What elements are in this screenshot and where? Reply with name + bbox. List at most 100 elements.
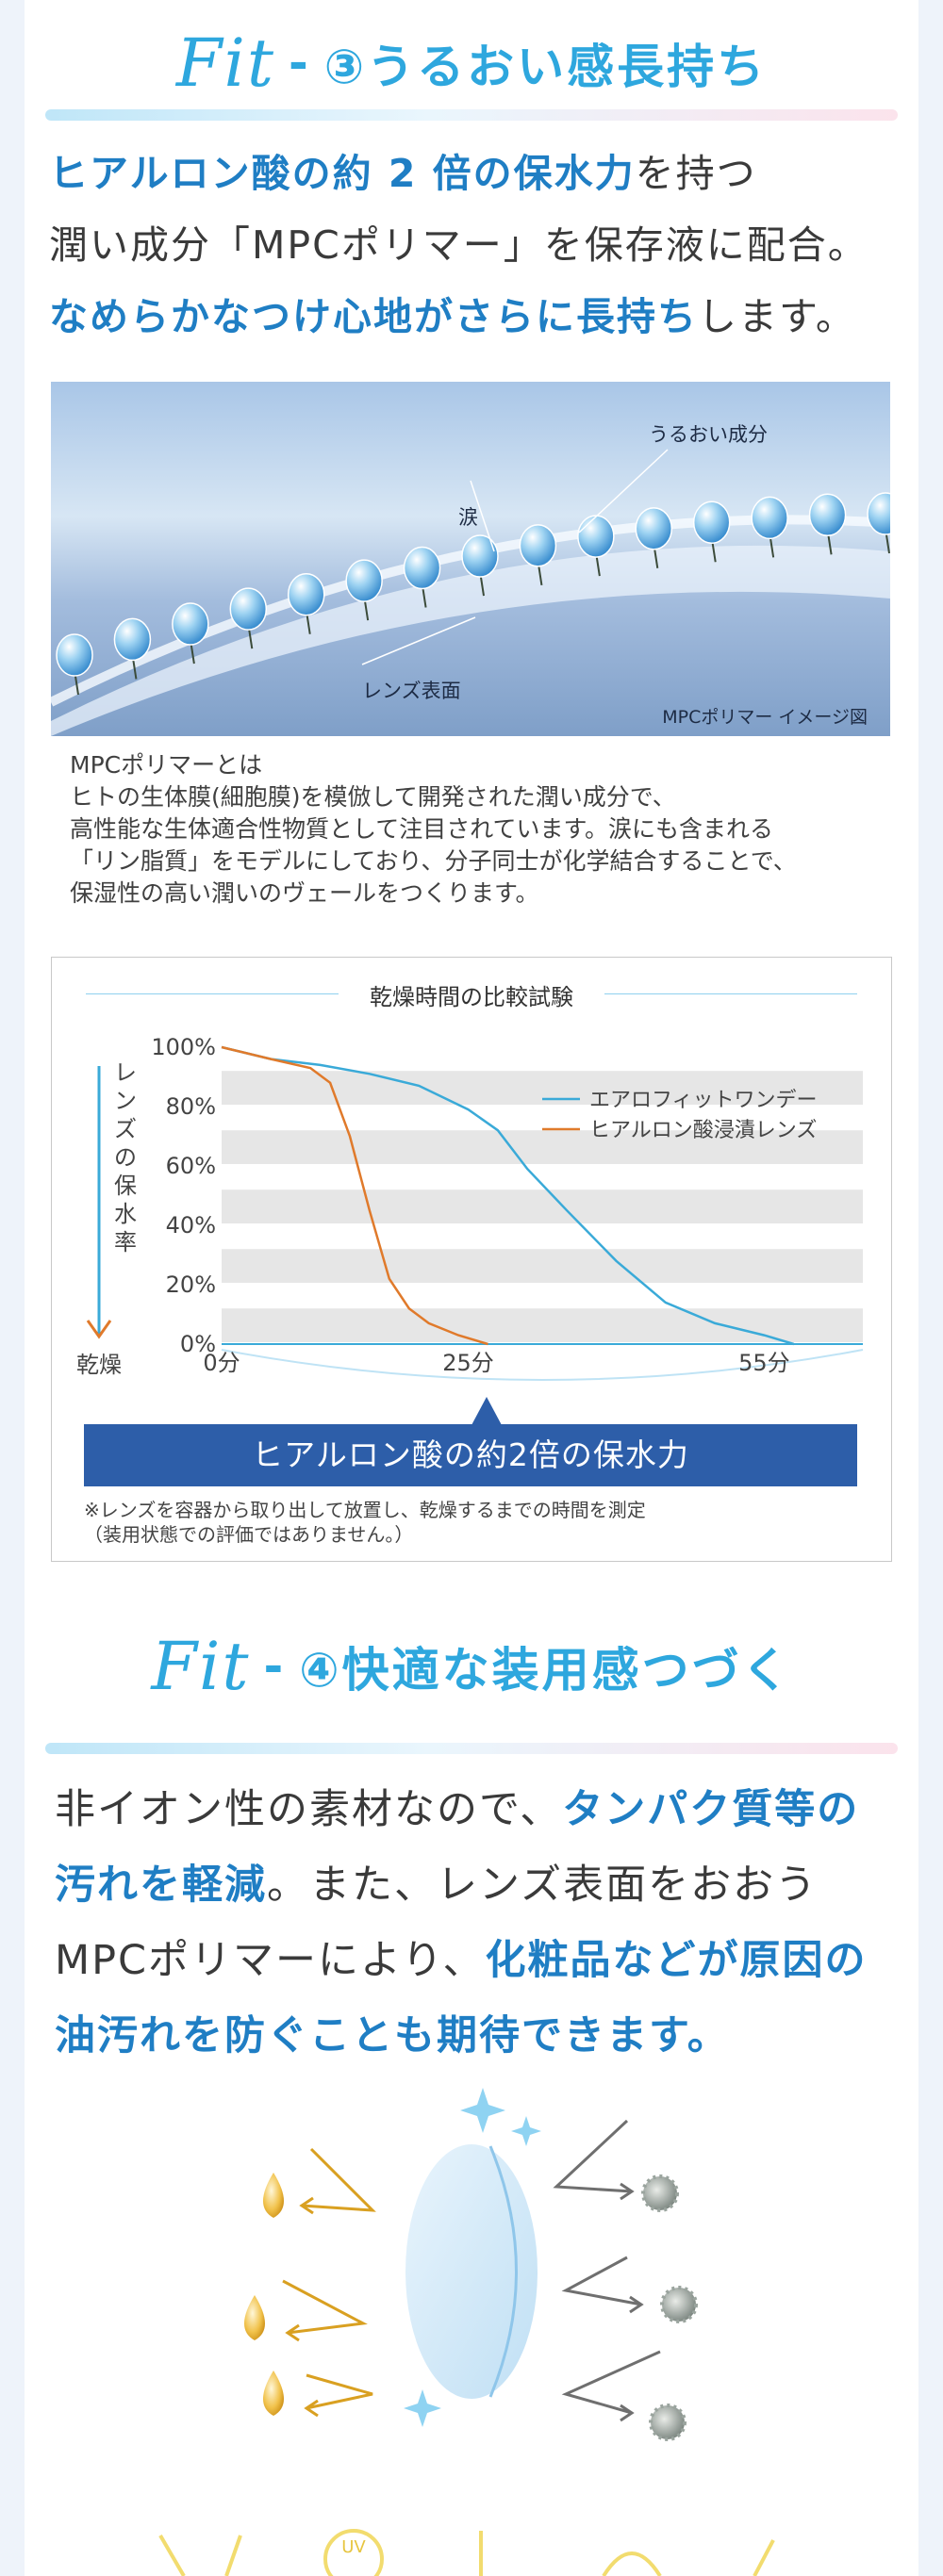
- grid-band: [222, 1308, 863, 1342]
- arrow-icon: [158, 2534, 186, 2576]
- label-tears: 涙: [458, 506, 478, 529]
- lead-text: 非イオン性の素材なので、: [55, 1786, 563, 1833]
- mpc-polymer-image: うるおい成分 涙 レンズ表面 MPCポリマー イメージ図: [51, 382, 890, 736]
- molecule-ball: [56, 633, 93, 677]
- title-rule: [604, 993, 857, 994]
- note-line: 保湿性の高い潤いのヴェールをつくります。: [70, 879, 539, 907]
- y-axis-label-char: 水: [114, 1201, 137, 1227]
- lead-highlight: 油汚れを防ぐことも期待できます。: [55, 2012, 730, 2059]
- axis-arc: [221, 1349, 864, 1381]
- molecule-ball: [751, 496, 788, 540]
- label-lens-surface: レンズ表面: [362, 680, 461, 702]
- grid-band: [222, 1249, 863, 1283]
- chart-footnote: ※レンズを容器から取り出して放置し、乾燥するまでの時間を測定 （装用状態での評価…: [84, 1498, 646, 1547]
- section4-lead: 非イオン性の素材なので、タンパク質等の 汚れを軽減。また、レンズ表面をおおう M…: [55, 1772, 913, 2074]
- molecule-ball: [519, 524, 557, 567]
- molecule-ball: [692, 500, 731, 544]
- title-underline: [45, 1743, 898, 1754]
- dirt-particle-icon: [660, 2286, 698, 2323]
- y-axis-label-char: の: [114, 1144, 137, 1171]
- lead-highlight: ヒアルロン酸の約 2 倍の保水力: [49, 151, 636, 196]
- y-tick-label: 60%: [166, 1153, 216, 1179]
- y-tick-label: 80%: [166, 1093, 216, 1120]
- molecule-ball: [577, 515, 615, 558]
- y-tick-label: 100%: [151, 1034, 216, 1060]
- molecule-ball: [808, 493, 847, 537]
- sun-icon: [602, 2551, 662, 2576]
- note-line: ヒトの生体膜(細胞膜)を模倣して開発された潤い成分で、: [70, 783, 676, 811]
- y-tick-label: 40%: [166, 1212, 216, 1239]
- x-tick-label: 25分: [442, 1350, 494, 1376]
- x-tick-label: 0分: [203, 1350, 240, 1376]
- oil-drop-icon: [244, 2295, 265, 2340]
- banner-arrow: [472, 1397, 502, 1425]
- oil-drop-icon: [263, 2173, 284, 2218]
- lead-highlight: タンパク質等の: [562, 1786, 860, 1833]
- molecule-ball: [287, 572, 325, 616]
- molecule-ball: [403, 546, 441, 590]
- bounce-arrow-icon: [282, 2147, 376, 2418]
- molecule-ball: [461, 534, 499, 578]
- note-line: 高性能な生体適合性物質として注目されています。涙にも含まれる: [70, 815, 774, 843]
- arrow-icon: [753, 2539, 775, 2576]
- note-line: MPCポリマーとは: [70, 751, 263, 779]
- footnote-line: （装用状態での評価ではありません。）: [84, 1523, 414, 1546]
- lead-highlight: 化粧品などが原因の: [485, 1937, 868, 1984]
- legend-label: エアロフィットワンデー: [589, 1089, 818, 1112]
- molecule-ball: [345, 559, 383, 602]
- image-caption: MPCポリマー イメージ図: [662, 707, 868, 728]
- arrow-icon: [224, 2535, 242, 2576]
- section3-lead: ヒアルロン酸の約 2 倍の保水力を持つ 潤い成分「MPCポリマー」を保存液に配合…: [49, 138, 907, 353]
- lead-text: 潤い成分「MPCポリマー」を保存液に配合。: [49, 222, 869, 268]
- drying-time-chart: 乾燥時間の比較試験 0% 20% 40% 60% 80% 100% 0分 25分 55分 レンズの…: [51, 957, 892, 1562]
- molecule-ball: [172, 602, 209, 646]
- x-tick-label: 55分: [738, 1350, 790, 1376]
- section4-heading: Fit - ④快適な装用感つづく: [0, 1619, 943, 1714]
- series-line: [221, 1045, 488, 1346]
- y-axis-label-char: 率: [114, 1229, 137, 1255]
- molecule-ball: [113, 617, 152, 662]
- y-tick-label: 20%: [166, 1272, 216, 1298]
- result-banner: ヒアルロン酸の約2倍の保水力: [84, 1424, 857, 1486]
- grid-band: [222, 1190, 863, 1223]
- legend-label: ヒアルロン酸浸漬レンズ: [589, 1119, 817, 1142]
- contact-lens-icon: [405, 2144, 538, 2399]
- lens-protection-illustration: [244, 2088, 698, 2441]
- dirt-particle-icon: [641, 2174, 679, 2212]
- lead-text: 。また、レンズ表面をおおう: [267, 1862, 819, 1909]
- fit-logo: Fit: [175, 25, 275, 102]
- title-underline: [45, 109, 898, 121]
- mpc-note: MPCポリマーとは ヒトの生体膜(細胞膜)を模倣して開発された潤い成分で、 高性…: [70, 749, 900, 910]
- oil-drop-icon: [263, 2371, 284, 2416]
- mpc-illustration: [51, 449, 890, 736]
- y-axis-label-char: ン: [114, 1088, 137, 1114]
- grid-band: [222, 1130, 863, 1164]
- lead-text: を持つ: [635, 151, 757, 196]
- footnote-line: ※レンズを容器から取り出して放置し、乾燥するまでの時間を測定: [84, 1499, 646, 1521]
- bounce-arrow-icon: [553, 2119, 661, 2422]
- section4-title: ④快適な装用感つづく: [299, 1643, 792, 1698]
- y-tick-label: 0%: [180, 1331, 216, 1357]
- polymer-molecules: [56, 492, 890, 696]
- molecule-ball: [229, 587, 268, 631]
- title-dash: -: [263, 1639, 287, 1694]
- dirt-particle-icon: [649, 2404, 687, 2441]
- chart-title: 乾燥時間の比較試験: [370, 984, 573, 1010]
- section3-title: ③うるおい感長持ち: [323, 40, 768, 94]
- title-dash: -: [288, 36, 311, 90]
- down-arrow-icon: [86, 1320, 112, 1339]
- molecule-ball: [867, 492, 890, 535]
- leader-line: [470, 480, 495, 552]
- title-rule: [86, 993, 339, 994]
- y-axis-label-char: ズ: [114, 1116, 137, 1142]
- section3-heading: Fit - ③うるおい感長持ち: [0, 21, 943, 106]
- lead-text: します。: [698, 294, 856, 339]
- next-section-icons: UV: [158, 2529, 775, 2576]
- lead-highlight: なめらかなつけ心地がさらに長持ち: [49, 294, 698, 339]
- note-line: 「リン脂質」をモデルにしており、分子同士が化学結合することで、: [70, 847, 797, 875]
- uv-label: UV: [341, 2537, 366, 2557]
- uv-icon: UV: [323, 2529, 384, 2576]
- y-axis-label-char: レ: [114, 1059, 137, 1086]
- y-axis-bottom-label: 乾燥: [76, 1352, 122, 1378]
